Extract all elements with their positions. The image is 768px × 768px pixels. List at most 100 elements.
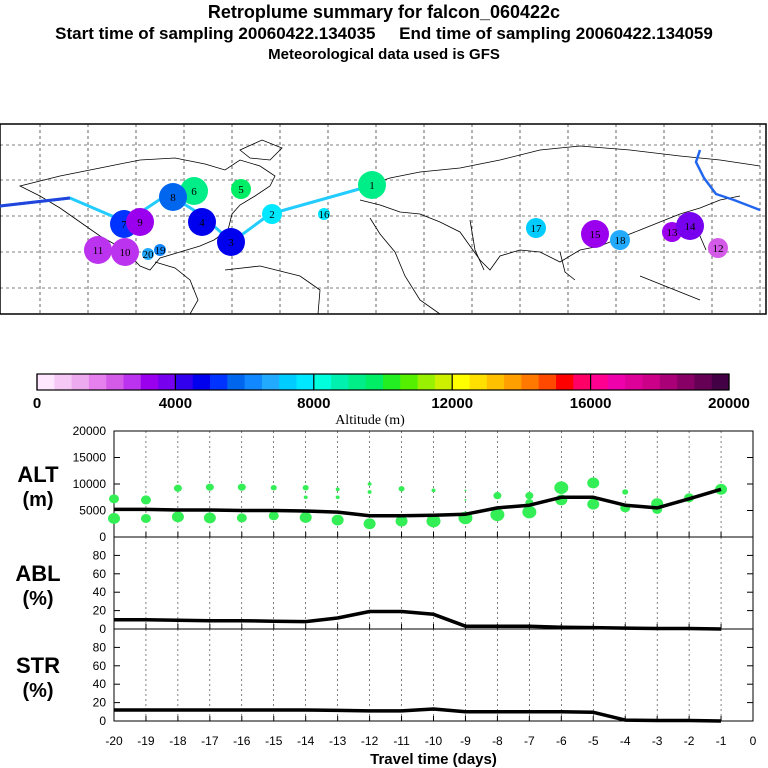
colorbar-cell <box>279 374 297 390</box>
colorbar-cell <box>486 374 505 390</box>
met-data-label: Meteorological data used is GFS <box>268 46 500 63</box>
start-time-label: Start time of sampling 20060422.134035 <box>55 24 376 43</box>
x-tick-label: -1 <box>716 734 727 748</box>
x-tick-label: -5 <box>588 734 599 748</box>
alt-data-point <box>171 511 184 523</box>
sampling-times: Start time of sampling 20060422.134035 E… <box>0 24 768 44</box>
alt-data-point <box>109 494 119 504</box>
colorbar-cell <box>37 374 55 390</box>
colorbar-cell <box>556 374 574 390</box>
map-marker-label: 11 <box>93 245 104 257</box>
y-tick-label: 0 <box>99 714 106 728</box>
colorbar-cell <box>383 374 401 390</box>
colorbar-cell <box>348 374 367 390</box>
map-marker-label: 10 <box>120 247 132 259</box>
arabia-coast <box>469 219 485 271</box>
colorbar-cell <box>417 374 436 390</box>
map-marker-dot <box>526 218 546 238</box>
x-tick-label: 0 <box>750 734 757 748</box>
map-marker-label: 14 <box>685 221 697 233</box>
alt-data-point <box>395 515 408 527</box>
map-marker-dot <box>217 228 245 256</box>
map-marker-label: 5 <box>238 184 244 196</box>
trajectory-path-east <box>694 149 761 212</box>
colorbar-cell <box>123 374 142 390</box>
time-series-panels: 05000100001500020000ALT(m)020406080ABL(%… <box>15 424 756 768</box>
map-marker: 9 <box>126 208 154 236</box>
x-tick-label: -9 <box>460 734 471 748</box>
alt-data-point <box>331 514 344 526</box>
alt-data-point <box>203 512 216 524</box>
colorbar-cell <box>140 374 159 390</box>
map-marker-label: 3 <box>228 237 234 249</box>
colorbar-cell <box>192 374 211 390</box>
eurasia-north-coast <box>359 145 761 189</box>
colorbar-cell <box>261 374 280 390</box>
x-tick-label: -14 <box>297 734 315 748</box>
colorbar-cell <box>71 374 90 390</box>
x-tick-label: -4 <box>620 734 631 748</box>
x-tick-label: -12 <box>361 734 379 748</box>
alt-data-point <box>490 508 505 522</box>
panel-name: ABL <box>15 561 60 586</box>
panel-alt: 0 5000 10000 15000 20000 ALT(m) <box>17 424 754 544</box>
median-line-abl <box>114 609 722 631</box>
chart-title: Retroplume summary for falcon_060422c <box>207 2 561 22</box>
alt-data-point <box>426 514 441 528</box>
y-tick-label: 0 <box>99 622 106 636</box>
map-marker: 17 <box>526 218 546 238</box>
alt-data-point <box>525 492 534 500</box>
colorbar-tick-label: 8000 <box>297 395 330 412</box>
map-marker-label: 12 <box>713 243 724 255</box>
alt-data-point <box>522 505 537 519</box>
alt-data-point <box>268 511 279 521</box>
median-line-str <box>114 707 722 723</box>
colorbar-cell <box>590 374 609 390</box>
colorbar-cell <box>711 374 730 390</box>
alt-data-point <box>335 487 340 492</box>
map-marker-label: 16 <box>319 209 331 221</box>
colorbar-cell <box>158 374 176 390</box>
colorbar-cell <box>106 374 124 390</box>
alt-data-point <box>270 485 277 491</box>
south-america-coast <box>224 265 321 315</box>
colorbar-ticks: 0 4000 8000 12000 16000 20000 <box>33 374 750 412</box>
x-tick-label: -3 <box>652 734 663 748</box>
colorbar-cell <box>88 374 107 390</box>
map-marker: 8 <box>159 183 187 211</box>
map-marker: 2 <box>262 204 282 224</box>
alt-data-point <box>587 477 600 489</box>
map-marker-dot <box>126 208 154 236</box>
colorbar-cell <box>504 374 522 390</box>
y-tick-label: 40 <box>93 585 107 599</box>
y-tick-label: 80 <box>93 548 107 562</box>
alt-data-point <box>363 518 376 530</box>
y-tick-label: 5000 <box>79 504 106 518</box>
greenland-coast <box>239 139 283 161</box>
map-marker-label: 7 <box>121 219 127 231</box>
y-tick-label: 20 <box>93 604 107 618</box>
africa-coast <box>369 217 441 315</box>
map-marker: 15 <box>581 220 609 248</box>
colorbar-cell <box>607 374 626 390</box>
colorbar-cells <box>37 374 730 390</box>
alt-data-point <box>108 513 120 524</box>
panel-name: ALT <box>17 462 59 487</box>
alt-data-point <box>173 484 182 492</box>
alt-data-point <box>464 489 467 492</box>
colorbar-cell <box>521 374 540 390</box>
colorbar-cell <box>175 374 194 390</box>
colorbar-cell <box>677 374 695 390</box>
colorbar-cell <box>296 374 315 390</box>
map-marker-label: 17 <box>531 223 543 235</box>
x-tick-label: -2 <box>684 734 695 748</box>
map-marker: 18 <box>610 230 630 250</box>
x-tick-label: -19 <box>137 734 155 748</box>
panel-unit: (%) <box>22 680 53 702</box>
colorbar-cell <box>538 374 557 390</box>
median-line-alt <box>114 487 722 518</box>
colorbar-cell <box>331 374 349 390</box>
colorbar-cell <box>469 374 488 390</box>
